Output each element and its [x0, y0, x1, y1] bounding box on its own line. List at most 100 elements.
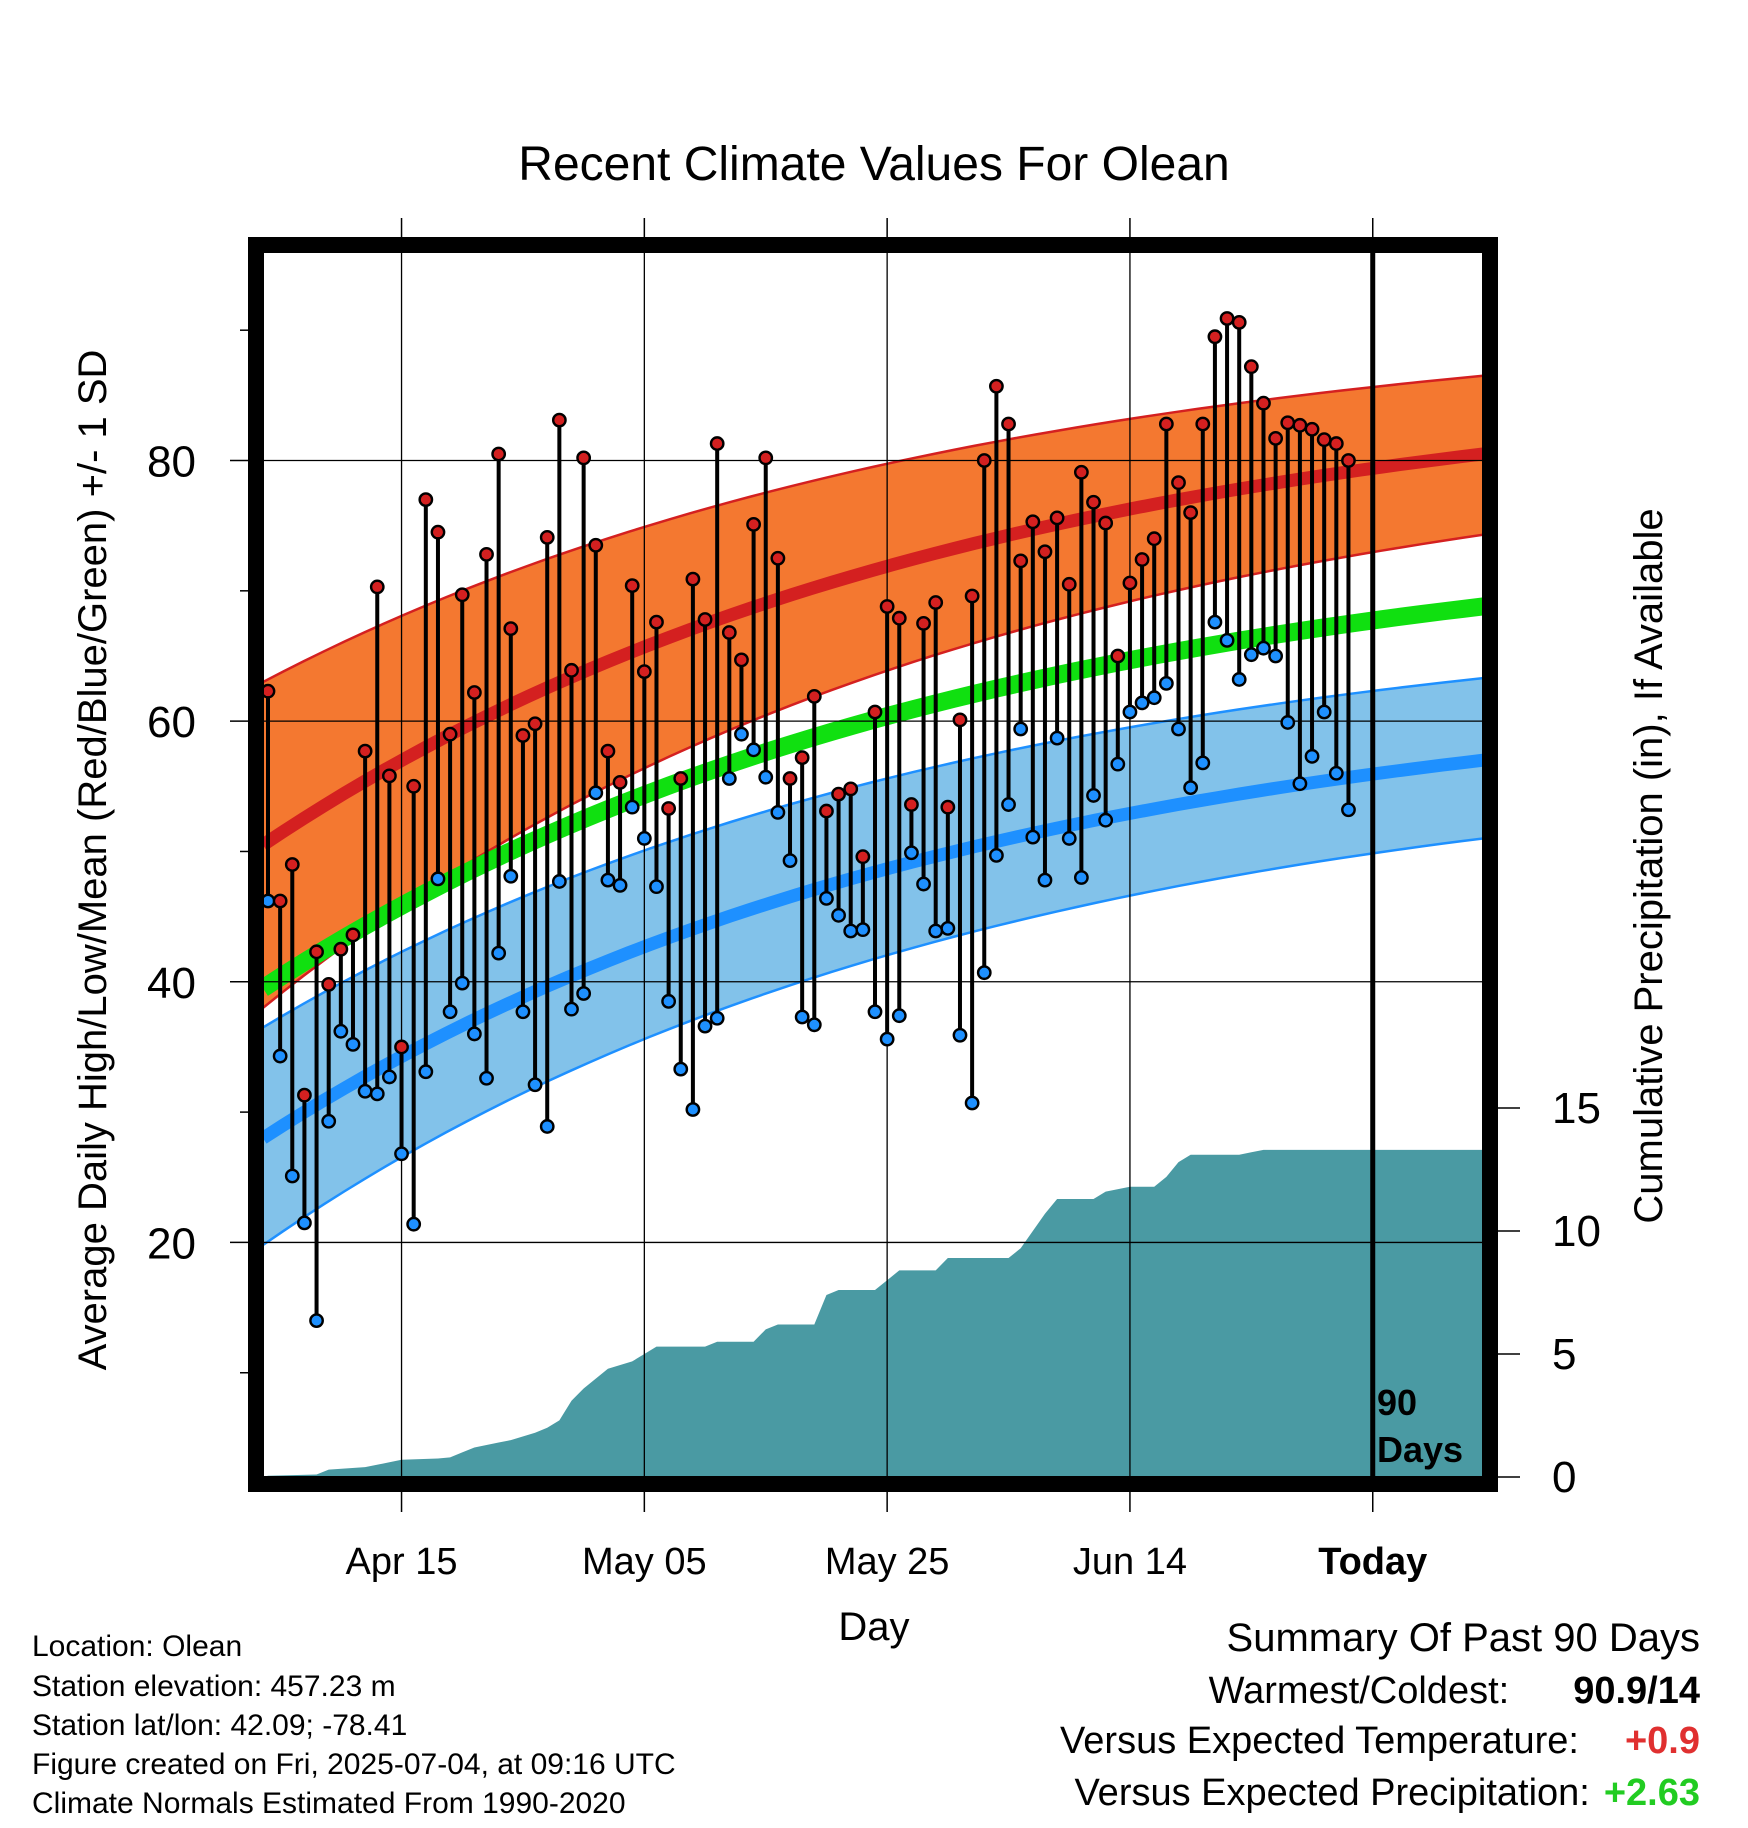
high-point — [430, 524, 446, 540]
high-point — [588, 537, 604, 553]
chart-title: Recent Climate Values For Olean — [518, 138, 1229, 191]
low-point — [394, 1146, 409, 1162]
high-point — [879, 599, 895, 614]
low-point — [843, 923, 859, 939]
low-point — [734, 726, 749, 742]
low-point — [1341, 802, 1356, 818]
high-point — [1025, 514, 1041, 530]
low-point — [916, 876, 931, 892]
low-point — [709, 1010, 725, 1026]
y-tick-label: 20 — [147, 1219, 196, 1268]
high-point — [1037, 544, 1053, 560]
low-point — [321, 1113, 337, 1129]
x-tick-label: Jun 14 — [1073, 1541, 1187, 1583]
high-point — [1183, 505, 1199, 521]
low-point — [588, 785, 604, 801]
high-point — [442, 726, 458, 742]
high-point — [697, 612, 713, 627]
x-axis-label: Day — [838, 1605, 909, 1649]
high-point — [394, 1039, 409, 1055]
high-point — [964, 588, 980, 604]
low-point — [369, 1086, 385, 1102]
y2-tick-label: 10 — [1552, 1207, 1601, 1256]
low-point — [1292, 776, 1308, 792]
low-point — [297, 1215, 312, 1231]
summary-precip-label: Versus Expected Precipitation: — [1074, 1772, 1590, 1814]
high-point — [369, 579, 385, 595]
low-point — [940, 920, 956, 936]
high-point — [989, 378, 1004, 394]
footer-location: Location: Olean — [32, 1630, 243, 1663]
low-point — [855, 922, 871, 938]
low-point — [685, 1102, 701, 1117]
high-point — [1061, 576, 1077, 592]
low-point — [1280, 715, 1296, 730]
low-point — [661, 993, 677, 1009]
axes: 20 40 60 80 Apr 15 May 05 May 25 Jun 14 Today 0 5 1… — [147, 218, 1601, 1583]
low-point — [491, 945, 507, 961]
high-point — [782, 771, 798, 786]
high-point — [576, 450, 592, 466]
low-point — [928, 923, 944, 939]
low-point — [612, 877, 628, 893]
high-point — [297, 1087, 312, 1103]
low-point — [564, 1001, 579, 1017]
high-point — [357, 743, 373, 759]
low-point — [1146, 690, 1162, 706]
low-point — [551, 874, 567, 889]
low-point — [345, 1036, 361, 1052]
low-sd-band — [263, 678, 1483, 1246]
high-point — [916, 616, 931, 631]
plot-frame — [248, 237, 1498, 1492]
footer-latlon: Station lat/lon: 42.09; -78.41 — [32, 1709, 408, 1742]
high-point — [539, 529, 555, 545]
y2-tick-label: 5 — [1552, 1330, 1576, 1379]
precipitation-area — [263, 1149, 1483, 1477]
summary-precip-value: +2.63 — [1603, 1772, 1700, 1814]
low-point — [1122, 704, 1138, 720]
low-point — [309, 1313, 324, 1329]
low-point — [1231, 672, 1247, 687]
today-marker: 90 Days — [1370, 252, 1463, 1477]
high-point — [345, 927, 361, 943]
low-point — [758, 769, 774, 785]
low-point — [1256, 640, 1271, 656]
low-point — [867, 1004, 883, 1020]
high-point — [891, 610, 907, 626]
high-point — [1304, 421, 1320, 437]
low-point — [879, 1031, 895, 1047]
high-point — [1146, 531, 1162, 547]
low-point — [636, 831, 652, 846]
x-tick-label: May 25 — [825, 1541, 950, 1583]
low-point — [1098, 812, 1114, 828]
high-point — [867, 704, 883, 720]
high-point — [1134, 552, 1150, 567]
high-mean-line — [263, 447, 1483, 851]
high-point — [794, 750, 810, 766]
low-point — [904, 845, 919, 861]
low-point — [1025, 829, 1041, 845]
high-point — [636, 664, 652, 680]
high-point — [940, 799, 956, 815]
high-point — [1292, 417, 1308, 433]
y-tick-label: 40 — [147, 959, 196, 1008]
low-point — [1013, 721, 1029, 737]
low-point — [782, 853, 798, 868]
footer-created: Figure created on Fri, 2025-07-04, at 09… — [32, 1748, 676, 1781]
high-point — [1256, 395, 1271, 411]
high-point — [1013, 553, 1029, 569]
low-point — [357, 1083, 373, 1099]
footer-elevation: Station elevation: 457.23 m — [32, 1670, 396, 1703]
high-point — [673, 771, 689, 786]
today-label-line1: 90 — [1377, 1382, 1417, 1423]
low-point — [1134, 695, 1150, 711]
high-point — [1328, 436, 1344, 451]
high-point — [1122, 575, 1138, 591]
high-point — [721, 625, 737, 640]
summary-temp-label: Versus Expected Temperature: — [1060, 1720, 1579, 1762]
low-point — [333, 1023, 349, 1039]
high-point — [1158, 416, 1174, 432]
today-label-line2: Days — [1377, 1429, 1463, 1470]
low-point — [284, 1168, 300, 1184]
high-point — [1098, 515, 1114, 531]
